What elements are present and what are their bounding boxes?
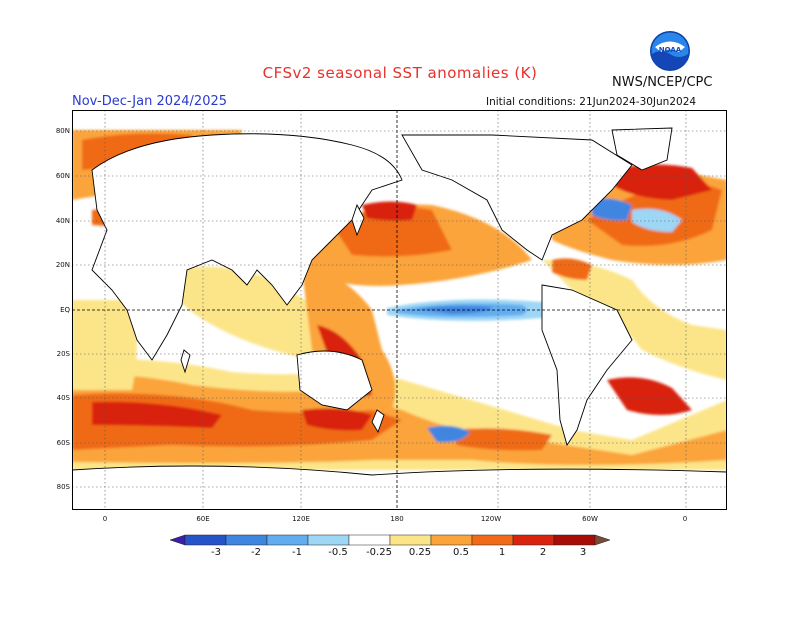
lat-label: 80N [55, 127, 70, 135]
lat-label: 40S [56, 394, 70, 402]
anomaly-field [72, 130, 727, 470]
colorbar-cell [471, 534, 514, 546]
colorbar-cell [430, 534, 473, 546]
lat-label: EQ [60, 306, 70, 314]
lat-label: 20N [55, 261, 70, 269]
lat-label: 60S [56, 439, 70, 447]
agency-label: NWS/NCEP/CPC [612, 75, 713, 90]
continents [72, 127, 727, 510]
colorbar-label: -2 [251, 547, 261, 558]
colorbar-label: -1 [292, 547, 302, 558]
colorbar-cell [348, 534, 391, 546]
colorbar-cell [266, 534, 309, 546]
colorbar-label: 0.25 [408, 547, 432, 558]
sst-anomaly-map [72, 110, 727, 510]
lat-label: 60N [55, 172, 70, 180]
lat-label: 20S [56, 350, 70, 358]
colorbar-label: -0.25 [366, 547, 392, 558]
lat-label: 40N [55, 217, 70, 225]
colorbar [170, 534, 611, 546]
lon-label: 60E [196, 515, 210, 523]
colorbar-label: 2 [539, 547, 547, 558]
colorbar-cell [553, 534, 596, 546]
page-title: CFSv2 seasonal SST anomalies (K) [262, 64, 538, 82]
lon-label: 120W [480, 515, 502, 523]
colorbar-cell [225, 534, 268, 546]
colorbar-cell [307, 534, 350, 546]
colorbar-label: 1 [498, 547, 506, 558]
colorbar-cell [512, 534, 555, 546]
lon-label: 120E [292, 515, 310, 523]
colorbar-label: -3 [211, 547, 221, 558]
lon-label: 180 [390, 515, 404, 523]
initial-conditions: Initial conditions: 21Jun2024-30Jun2024 [486, 96, 697, 108]
colorbar-cell [184, 534, 227, 546]
colorbar-cell [389, 534, 432, 546]
colorbar-cell [594, 534, 611, 546]
colorbar-label: 0.5 [453, 547, 469, 558]
reference-lines [72, 110, 727, 510]
forecast-period: Nov-Dec-Jan 2024/2025 [72, 94, 228, 109]
lat-label: 80S [56, 483, 70, 491]
colorbar-cell [170, 534, 186, 546]
lon-label: 60W [582, 515, 598, 523]
lon-label: 0 [102, 515, 108, 523]
colorbar-label: 3 [579, 547, 587, 558]
noaa-logo: NOAA [650, 31, 690, 71]
lon-label: 0 [682, 515, 688, 523]
svg-text:NOAA: NOAA [659, 46, 682, 54]
colorbar-label: -0.5 [328, 547, 348, 558]
